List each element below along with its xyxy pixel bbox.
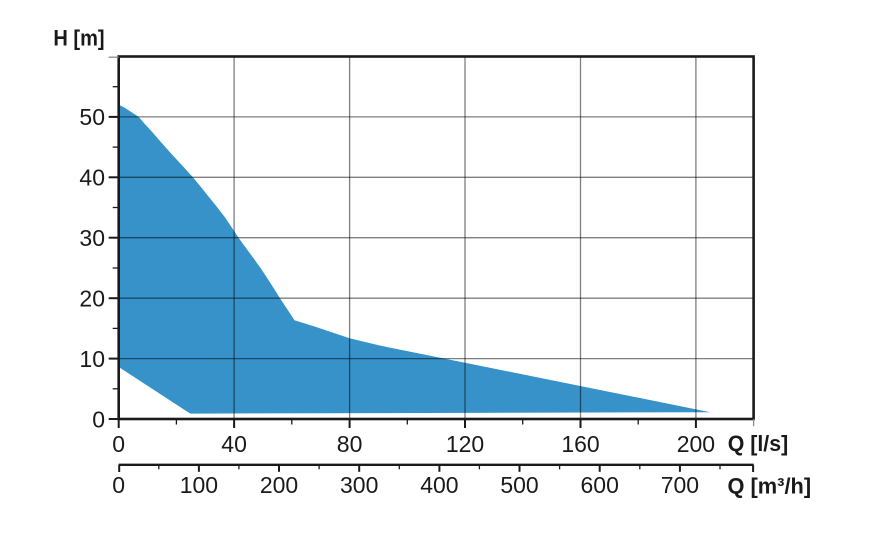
svg-text:40: 40 bbox=[221, 431, 247, 457]
svg-text:700: 700 bbox=[661, 472, 699, 498]
svg-text:20: 20 bbox=[79, 286, 105, 312]
svg-text:0: 0 bbox=[112, 431, 125, 457]
svg-text:500: 500 bbox=[500, 472, 538, 498]
svg-text:10: 10 bbox=[79, 346, 105, 372]
svg-text:0: 0 bbox=[92, 406, 105, 432]
svg-text:160: 160 bbox=[561, 431, 599, 457]
svg-text:120: 120 bbox=[446, 431, 484, 457]
svg-text:200: 200 bbox=[260, 472, 298, 498]
svg-text:30: 30 bbox=[79, 225, 105, 251]
svg-text:Q [m³/h]: Q [m³/h] bbox=[728, 473, 812, 498]
svg-text:50: 50 bbox=[79, 104, 105, 130]
svg-text:H [m]: H [m] bbox=[53, 26, 104, 51]
svg-text:600: 600 bbox=[581, 472, 619, 498]
svg-text:80: 80 bbox=[337, 431, 363, 457]
svg-text:40: 40 bbox=[79, 165, 105, 191]
svg-text:400: 400 bbox=[420, 472, 458, 498]
svg-text:200: 200 bbox=[677, 431, 715, 457]
svg-text:0: 0 bbox=[112, 472, 125, 498]
svg-text:100: 100 bbox=[180, 472, 218, 498]
svg-text:Q [l/s]: Q [l/s] bbox=[728, 431, 789, 456]
svg-text:300: 300 bbox=[340, 472, 378, 498]
